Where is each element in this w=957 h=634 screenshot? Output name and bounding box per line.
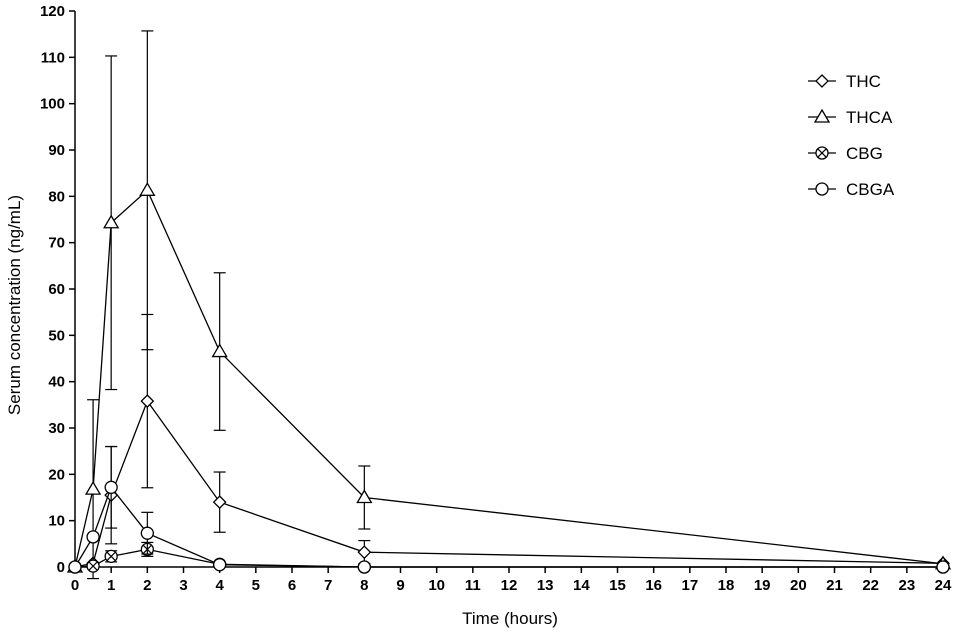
data-point-cbga <box>140 526 154 540</box>
data-point-thca <box>103 214 120 229</box>
triangle-marker-shape <box>813 108 831 123</box>
x-tick-label: 11 <box>465 577 481 594</box>
x-tick-label: 18 <box>718 577 735 594</box>
diamond-marker-shape <box>815 74 829 88</box>
x-tick-label: 20 <box>790 577 807 594</box>
y-tick-label: 80 <box>48 188 65 205</box>
data-point-cbga <box>104 480 118 494</box>
x-tick-label: 3 <box>179 577 187 594</box>
triangle-marker-shape <box>139 182 156 196</box>
circle-marker-shape <box>815 182 829 196</box>
circle-x-stroke <box>88 561 98 571</box>
circle-marker-shape <box>104 480 118 494</box>
circle-marker-shape <box>140 526 154 540</box>
data-point-cbga <box>213 558 227 572</box>
legend-item-thc: THC <box>808 72 881 91</box>
series-line-thc <box>74 399 944 568</box>
legend-marker-cbg <box>815 146 829 160</box>
x-tick-label: 4 <box>215 577 224 594</box>
circle-marker-shape <box>68 560 82 574</box>
y-tick-label: 10 <box>48 513 65 530</box>
y-tick-label: 60 <box>48 281 65 298</box>
series-layer <box>66 30 952 580</box>
series-line-thca <box>74 189 944 568</box>
circle-marker-shape <box>936 560 950 574</box>
x-tick-label: 15 <box>609 577 626 594</box>
x-tick-label: 2 <box>143 577 151 594</box>
legend-marker-thca <box>813 108 831 123</box>
circle-marker-shape <box>213 558 227 572</box>
data-point-thca <box>139 182 156 196</box>
circle-marker-shape <box>357 560 371 574</box>
legend-item-cbg: CBG <box>808 144 883 163</box>
x-tick-label: 0 <box>71 577 79 594</box>
x-tick-label: 14 <box>573 577 590 594</box>
legend: THC THCA CBG CBGA <box>808 72 895 199</box>
circle-marker-shape <box>86 530 100 544</box>
legend-item-thca: THCA <box>808 108 893 127</box>
x-tick-label: 1 <box>107 577 115 594</box>
data-point-thc <box>140 394 155 409</box>
data-point-thca <box>211 343 228 358</box>
series-thca <box>66 30 952 580</box>
triangle-marker-shape <box>84 480 102 495</box>
data-point-thc <box>212 495 227 510</box>
data-point-cbg <box>86 559 100 573</box>
data-point-cbga <box>936 560 950 574</box>
y-axis-title: Serum concentration (ng/mL) <box>5 195 24 415</box>
data-point-cbga <box>357 560 371 574</box>
x-tick-label: 5 <box>252 577 260 594</box>
y-tick-label: 0 <box>57 559 65 576</box>
x-tick-label: 22 <box>862 577 879 594</box>
x-tick-label: 24 <box>935 577 952 594</box>
series-thc <box>68 313 950 574</box>
x-axis-title: Time (hours) <box>462 609 558 628</box>
x-tick-label: 12 <box>501 577 518 594</box>
data-point-cbg <box>104 549 118 563</box>
y-tick-label: 20 <box>48 466 65 483</box>
legend-item-cbga: CBGA <box>808 180 895 199</box>
legend-marker-thc <box>815 74 829 88</box>
x-tick-label: 13 <box>537 577 554 594</box>
x-tick-label: 16 <box>645 577 662 594</box>
circle-x-stroke <box>817 148 827 158</box>
diamond-marker-shape <box>357 545 372 560</box>
x-tick-label: 10 <box>428 577 445 594</box>
triangle-marker-shape <box>211 343 228 358</box>
circle-x-stroke <box>106 551 116 561</box>
x-tick-label: 17 <box>681 577 698 594</box>
data-point-cbga <box>86 530 100 544</box>
y-tick-label: 120 <box>40 3 65 20</box>
diamond-marker-shape <box>140 394 155 409</box>
x-tick-label: 7 <box>324 577 332 594</box>
legend-label-thca: THCA <box>846 108 893 127</box>
data-point-thca <box>356 489 373 504</box>
x-tick-label: 19 <box>754 577 771 594</box>
legend-marker-cbga <box>815 182 829 196</box>
legend-label-cbga: CBGA <box>846 180 895 199</box>
x-tick-label: 21 <box>826 577 843 594</box>
series-cbga <box>68 445 950 574</box>
x-tick-label: 8 <box>360 577 368 594</box>
y-tick-label: 70 <box>48 235 65 252</box>
data-point-cbga <box>68 560 82 574</box>
y-tick-label: 30 <box>48 420 65 437</box>
y-tick-label: 50 <box>48 327 65 344</box>
y-tick-label: 110 <box>41 49 65 66</box>
data-point-thca <box>84 480 102 495</box>
x-tick-label: 6 <box>288 577 296 594</box>
data-point-thc <box>357 545 372 560</box>
diamond-marker-shape <box>212 495 227 510</box>
y-tick-label: 90 <box>48 142 65 159</box>
y-tick-label: 100 <box>40 96 65 113</box>
x-tick-label: 23 <box>898 577 915 594</box>
y-tick-label: 40 <box>48 374 65 391</box>
x-tick-label: 9 <box>396 577 404 594</box>
triangle-marker-shape <box>356 489 373 504</box>
legend-label-cbg: CBG <box>846 144 883 163</box>
legend-label-thc: THC <box>846 72 881 91</box>
triangle-marker-shape <box>103 214 120 229</box>
